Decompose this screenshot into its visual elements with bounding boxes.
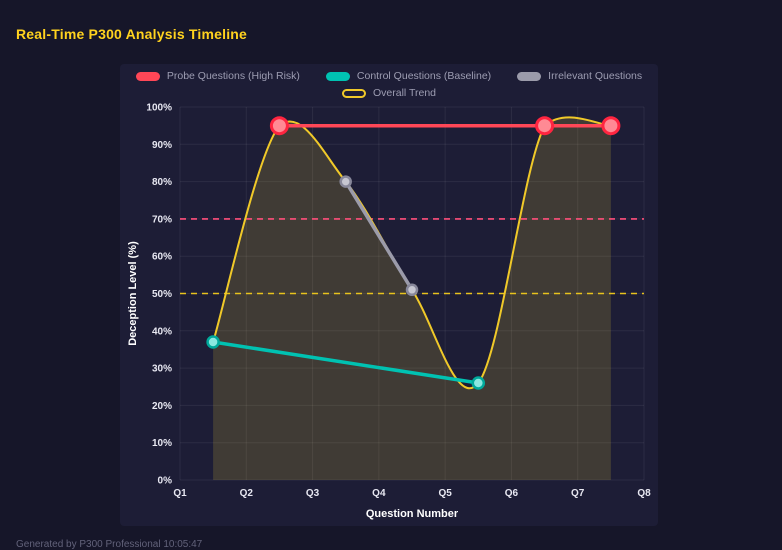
legend-row-1: Probe Questions (High Risk) Control Ques… [135,70,642,82]
irrelevant-legend-chip-icon [517,71,542,81]
svg-text:Q8: Q8 [637,488,651,499]
svg-text:100%: 100% [146,103,172,114]
legend-item-trend[interactable]: Overall Trend [341,87,437,99]
svg-text:Q7: Q7 [571,488,585,499]
svg-text:30%: 30% [152,364,172,375]
svg-text:80%: 80% [152,177,172,188]
svg-text:40%: 40% [152,326,172,337]
legend-item-control[interactable]: Control Questions (Baseline) [325,70,492,82]
chart-legend: Probe Questions (High Risk) Control Ques… [120,70,658,99]
svg-text:70%: 70% [152,214,172,225]
chart-panel: Probe Questions (High Risk) Control Ques… [120,64,658,526]
legend-label: Irrelevant Questions [548,70,643,82]
svg-text:Q3: Q3 [306,488,320,499]
chart-svg: 0% 10% 20% 30% 40% 50% 60% 70% 80% 90% 100% Q1 Q2 Q3 Q… [127,103,651,521]
legend-label: Probe Questions (High Risk) [166,70,300,82]
legend-row-2: Overall Trend [341,87,437,99]
svg-text:50%: 50% [152,289,172,300]
svg-text:Q5: Q5 [438,488,452,499]
svg-text:60%: 60% [152,252,172,263]
svg-text:Q1: Q1 [173,488,187,499]
legend-label: Overall Trend [372,87,437,99]
trend-legend-chip-icon [341,88,366,98]
page-title: Real-Time P300 Analysis Timeline [16,26,248,42]
legend-item-probe[interactable]: Probe Questions (High Risk) [135,70,300,82]
footer-text: Generated by P300 Professional 10:05:47 [16,539,203,550]
probe-legend-chip-icon [135,71,160,81]
svg-text:90%: 90% [152,140,172,151]
legend-item-irrelevant[interactable]: Irrelevant Questions [517,70,642,82]
legend-label: Control Questions (Baseline) [356,70,492,82]
svg-text:Q6: Q6 [505,488,519,499]
svg-text:Q4: Q4 [372,488,386,499]
svg-text:Question Number: Question Number [366,508,459,520]
control-legend-chip-icon [325,71,350,81]
svg-text:10%: 10% [152,438,172,449]
svg-text:0%: 0% [158,476,173,487]
svg-text:Deception Level (%): Deception Level (%) [127,241,139,346]
svg-text:Q2: Q2 [240,488,254,499]
svg-text:20%: 20% [152,401,172,412]
